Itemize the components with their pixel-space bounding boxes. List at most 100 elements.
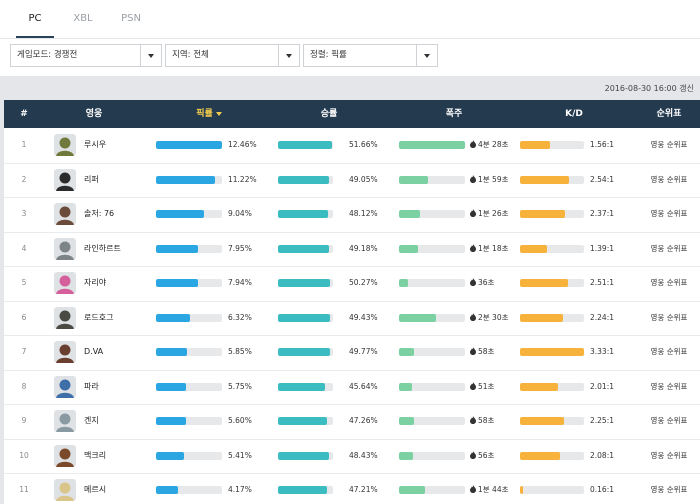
hero-ranking-link[interactable]: 영웅 순위표 <box>650 312 688 322</box>
flame-icon <box>470 302 476 321</box>
win-rate-bar-fill <box>278 486 327 494</box>
hero-portrait <box>54 134 76 156</box>
hero-portrait <box>54 479 76 501</box>
pick-rate-value: 5.75% <box>228 381 252 391</box>
top-bar: PC XBL PSN 게임모드: 경쟁전 지역: 전체 정렬: 픽률 <box>0 0 700 76</box>
on-fire-value: 1분 18초 <box>470 232 509 266</box>
win-rate-value: 45.64% <box>349 381 378 391</box>
on-fire-bar-fill <box>399 348 414 356</box>
win-rate-value: 51.66% <box>349 140 378 149</box>
header-kd[interactable]: K/D <box>565 109 583 119</box>
pick-rate-bar <box>156 382 222 391</box>
flame-icon <box>470 198 476 217</box>
on-fire-time: 4분 28초 <box>478 140 509 149</box>
win-rate-bar <box>278 486 333 494</box>
table-row[interactable]: 4 라인하르트 7.95% 49.18% 1분 18초 1.39:1 영웅 순위표 <box>4 232 700 267</box>
win-rate-bar <box>278 382 333 391</box>
pick-rate-value: 11.22% <box>228 174 257 184</box>
pick-rate-bar <box>156 210 222 218</box>
hero-portrait <box>54 272 76 294</box>
hero-ranking-link[interactable]: 영웅 순위표 <box>650 485 688 494</box>
hero-ranking-link[interactable]: 영웅 순위표 <box>650 278 688 287</box>
table-row[interactable]: 3 솔저: 76 9.04% 48.12% 1분 26초 2.37:1 영웅 순위표 <box>4 197 700 233</box>
on-fire-value: 51초 <box>470 370 494 404</box>
table-row[interactable]: 11 메르시 4.17% 47.21% 1분 44초 0.16:1 영웅 순위표 <box>4 473 700 504</box>
win-rate-bar <box>278 348 333 356</box>
tab-xbl[interactable]: XBL <box>73 13 93 24</box>
pick-rate-bar <box>156 417 222 425</box>
hero-ranking-link[interactable]: 영웅 순위표 <box>650 347 688 356</box>
table-row[interactable]: 2 리퍼 11.22% 49.05% 1분 59초 2.54:1 영웅 순위표 <box>4 163 700 198</box>
hero-portrait <box>54 410 76 432</box>
hero-ranking-link[interactable]: 영웅 순위표 <box>650 209 688 218</box>
header-pick-rate[interactable]: 픽률 <box>164 100 254 128</box>
win-rate-value: 50.27% <box>349 278 378 287</box>
on-fire-value: 1분 44초 <box>470 473 509 504</box>
flame-icon <box>470 267 476 286</box>
table-row[interactable]: 5 자리야 7.94% 50.27% 36초 2.51:1 영웅 순위표 <box>4 266 700 302</box>
table-row[interactable]: 8 파라 5.75% 45.64% 51초 2.01:1 영웅 순위표 <box>4 370 700 405</box>
kd-ratio-bar <box>520 382 584 391</box>
hero-ranking-link[interactable]: 영웅 순위표 <box>650 174 688 184</box>
hero-portrait <box>54 306 76 329</box>
on-fire-time: 1분 26초 <box>478 209 509 218</box>
kd-ratio-bar-fill <box>520 348 584 356</box>
sort-select[interactable]: 정렬: 픽률 <box>303 44 438 67</box>
kd-value: 0.16:1 <box>590 485 614 494</box>
hero-portrait <box>54 203 76 225</box>
region-value: 지역: 전체 <box>172 50 209 60</box>
on-fire-value: 58초 <box>470 335 494 369</box>
hero-name: D.VA <box>84 347 104 356</box>
pick-rate-bar-fill <box>156 313 190 322</box>
hero-portrait <box>54 168 76 191</box>
win-rate-bar-fill <box>278 279 331 287</box>
region-select[interactable]: 지역: 전체 <box>165 44 300 67</box>
header-on-fire[interactable]: 폭주 <box>445 109 463 119</box>
win-rate-bar-fill <box>278 175 330 184</box>
pick-rate-bar-fill <box>156 244 199 253</box>
hero-ranking-link[interactable]: 영웅 순위표 <box>650 450 688 460</box>
hero-name: 라인하르트 <box>84 243 121 253</box>
rank-number: 10 <box>19 450 29 460</box>
on-fire-time: 1분 44초 <box>478 485 509 494</box>
win-rate-value: 49.77% <box>349 347 378 356</box>
pick-rate-bar-fill <box>156 382 187 391</box>
win-rate-bar-fill <box>278 141 332 149</box>
flame-icon <box>470 336 476 355</box>
hero-name: 메르시 <box>84 485 107 494</box>
table-row[interactable]: 9 겐지 5.60% 47.26% 58초 2.25:1 영웅 순위표 <box>4 404 700 440</box>
tab-psn[interactable]: PSN <box>121 13 141 24</box>
table-row[interactable]: 7 D.VA 5.85% 49.77% 58초 3.33:1 영웅 순위표 <box>4 335 700 371</box>
header-win-rate[interactable]: 승률 <box>320 109 338 119</box>
win-rate-bar <box>278 141 333 149</box>
kd-ratio-bar-fill <box>520 279 568 287</box>
hero-ranking-link[interactable]: 영웅 순위표 <box>650 243 688 253</box>
table-row[interactable]: 1 루시우 12.46% 51.66% 4분 28초 1.56:1 영웅 순위표 <box>4 128 700 164</box>
hero-ranking-link[interactable]: 영웅 순위표 <box>650 416 688 425</box>
win-rate-bar <box>278 210 333 218</box>
win-rate-bar-fill <box>278 382 326 391</box>
on-fire-bar-fill <box>399 313 436 322</box>
tab-pc[interactable]: PC <box>16 0 54 38</box>
hero-ranking-link[interactable]: 영웅 순위표 <box>650 381 688 391</box>
pick-rate-value: 5.41% <box>228 450 252 460</box>
win-rate-bar-fill <box>278 417 327 425</box>
on-fire-value: 2분 30초 <box>470 301 509 335</box>
hero-ranking-link[interactable]: 영웅 순위표 <box>650 140 688 149</box>
table-header: # 영웅 픽률 승률 폭주 K/D 순위표 <box>4 100 700 128</box>
on-fire-bar <box>399 417 465 425</box>
on-fire-bar <box>399 175 465 184</box>
hero-name: 루시우 <box>84 140 107 149</box>
on-fire-time: 36초 <box>478 278 495 287</box>
header-rank: # <box>20 109 28 119</box>
flame-icon <box>470 164 476 183</box>
pick-rate-bar <box>156 175 222 184</box>
table-row[interactable]: 6 로드호그 6.32% 49.43% 2분 30초 2.24:1 영웅 순위표 <box>4 301 700 336</box>
pick-rate-value: 6.32% <box>228 312 252 322</box>
header-pick-rate-label: 픽률 <box>196 109 213 119</box>
chevron-down-icon <box>140 45 161 66</box>
win-rate-value: 47.21% <box>349 485 378 494</box>
table-row[interactable]: 10 맥크리 5.41% 48.43% 56초 2.08:1 영웅 순위표 <box>4 439 700 474</box>
hero-portrait <box>54 341 76 363</box>
game-mode-select[interactable]: 게임모드: 경쟁전 <box>10 44 162 67</box>
